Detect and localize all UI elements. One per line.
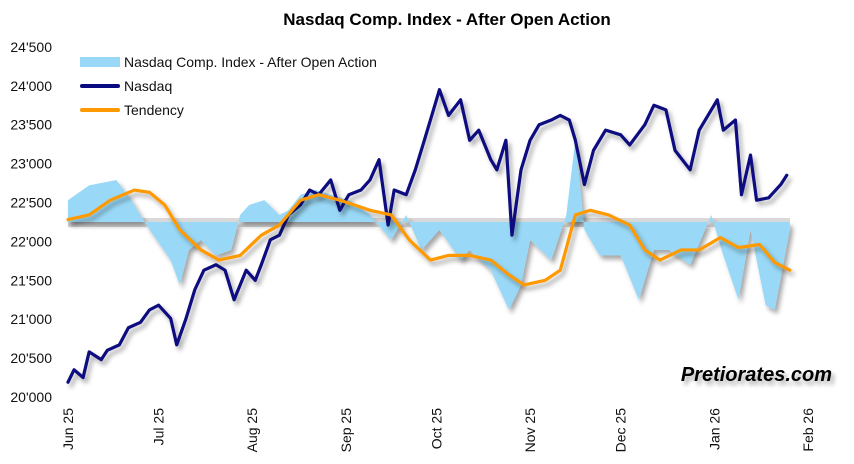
legend: Nasdaq Comp. Index - After Open Action N… xyxy=(80,50,377,122)
x-tick-label: Aug 25 xyxy=(244,408,260,453)
legend-item-nasdaq: Nasdaq xyxy=(80,74,377,98)
y-tick-label: 22'000 xyxy=(10,233,52,249)
legend-swatch-nasdaq xyxy=(80,84,120,88)
x-tick-label: Dec 25 xyxy=(613,408,629,453)
x-tick-label: Jul 25 xyxy=(151,408,167,446)
x-tick-label: Oct 25 xyxy=(428,408,444,449)
y-tick-label: 21'000 xyxy=(10,311,52,327)
x-tick-label: Jun 25 xyxy=(60,408,76,450)
legend-label: Tendency xyxy=(124,102,184,118)
legend-item-after-open: Nasdaq Comp. Index - After Open Action xyxy=(80,50,377,74)
y-tick-label: 23'000 xyxy=(10,156,52,172)
legend-label: Nasdaq Comp. Index - After Open Action xyxy=(124,54,377,70)
legend-swatch-tendency xyxy=(80,108,120,112)
y-tick-label: 20'500 xyxy=(10,350,52,366)
y-tick-label: 20'000 xyxy=(10,389,52,405)
x-tick-label: Feb 26 xyxy=(800,408,816,452)
legend-item-tendency: Tendency xyxy=(80,98,377,122)
y-tick-label: 24'000 xyxy=(10,78,52,94)
y-tick-label: 24'500 xyxy=(10,39,52,55)
chart-title: Nasdaq Comp. Index - After Open Action xyxy=(283,10,611,29)
y-tick-label: 23'500 xyxy=(10,117,52,133)
legend-swatch-area xyxy=(80,57,120,67)
watermark-logo: Pretiorates.com xyxy=(680,364,832,386)
x-tick-label: Sep 25 xyxy=(338,408,354,453)
legend-label: Nasdaq xyxy=(124,78,173,94)
y-tick-label: 21'500 xyxy=(10,272,52,288)
x-tick-label: Nov 25 xyxy=(522,408,538,453)
y-tick-label: 22'500 xyxy=(10,195,52,211)
x-tick-label: Jan 26 xyxy=(706,408,722,450)
after-open-area xyxy=(68,140,790,310)
